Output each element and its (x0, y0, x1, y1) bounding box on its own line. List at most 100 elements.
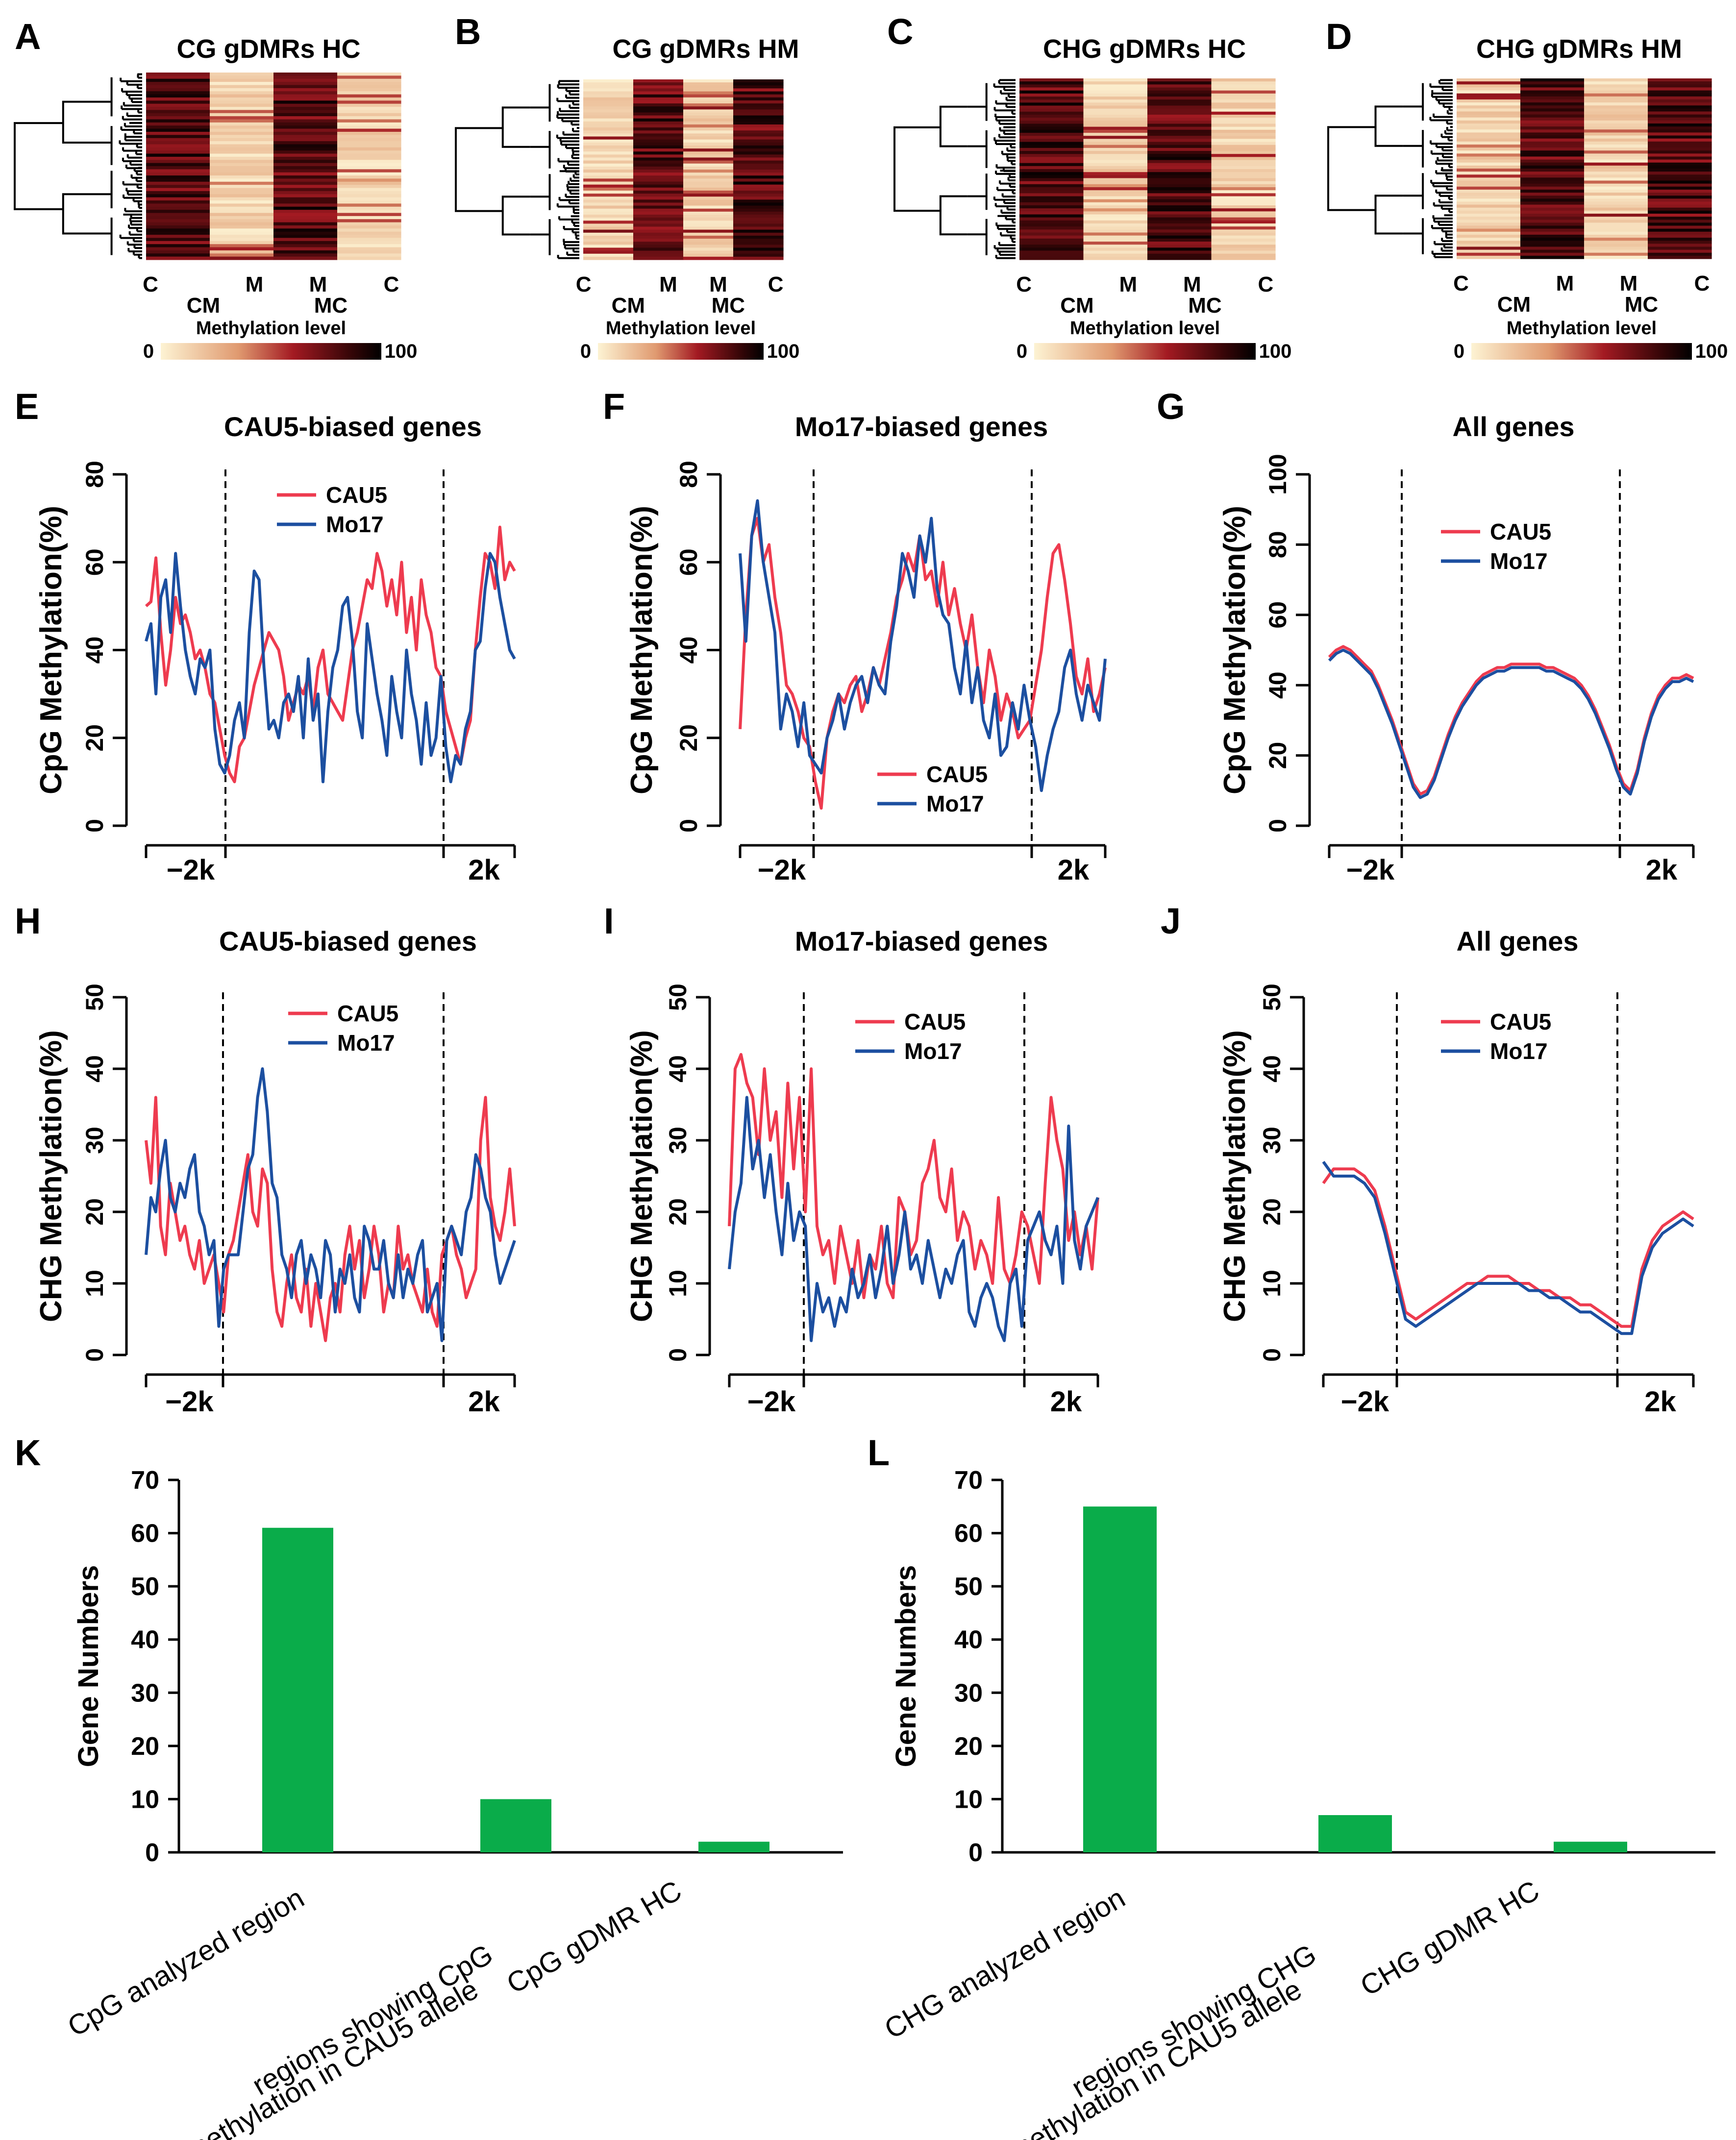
heatmap-cell (1147, 129, 1212, 133)
bar-chart-k: K 0 10 20 30 40 50 60 70 Gene Numbers CpG analyzed… (15, 1432, 843, 2140)
heatmap-cell (1083, 102, 1148, 106)
heatmap-cell (273, 141, 338, 145)
group-label: MC (712, 294, 745, 318)
y-tick-label: 60 (675, 548, 702, 576)
heatmap-cell (1083, 175, 1148, 179)
heatmap-cell (683, 106, 734, 110)
heatmap-cell (1147, 108, 1212, 112)
dendrogram-root (893, 126, 941, 212)
dendrogram (455, 80, 579, 259)
heatmap-cell (1147, 238, 1212, 242)
heatmap-cell (1083, 172, 1148, 175)
heatmap-cell (733, 178, 784, 182)
heatmap-cell (1083, 129, 1148, 133)
heatmap-grid (146, 73, 401, 260)
legend-label: CAU5 (326, 482, 387, 508)
heatmap-cell (1584, 183, 1648, 187)
heatmap-cell (1457, 228, 1521, 232)
heatmap-cell (1019, 226, 1084, 230)
heatmap-cell (633, 121, 684, 125)
series-line-cau5 (145, 525, 516, 784)
heatmap-cell (683, 245, 734, 248)
heatmap-cell (273, 175, 338, 179)
heatmap-cell (1584, 114, 1648, 118)
heatmap-cell (1083, 111, 1148, 115)
heatmap-cell (583, 175, 634, 179)
heatmap-cell (1019, 81, 1084, 85)
heatmap-cell (337, 213, 401, 217)
heatmap-cell (210, 244, 274, 248)
group-label: MC (1625, 293, 1658, 317)
heatmap-cell (1147, 172, 1212, 175)
heatmap-cell (1147, 175, 1212, 179)
heatmap-cell (633, 133, 684, 137)
heatmap-cell (1520, 156, 1585, 160)
heatmap-cell (1457, 111, 1521, 115)
heatmap-cell (273, 100, 338, 104)
heatmap-cell (1211, 136, 1276, 139)
heatmap-cell (337, 235, 401, 239)
heatmap-cell (1147, 142, 1212, 146)
heatmap-cell (733, 100, 784, 104)
heatmap-cell (337, 150, 401, 154)
heatmap-cell (273, 228, 338, 232)
heatmap-cell (1211, 111, 1276, 115)
heatmap-cell (146, 169, 210, 173)
y-tick-label: 10 (664, 1270, 692, 1297)
heatmap-cell (583, 106, 634, 110)
heatmap-cell (146, 210, 210, 214)
heatmap-cell (1520, 126, 1585, 130)
heatmap-cell (337, 88, 401, 92)
heatmap-cell (1520, 141, 1585, 145)
heatmap-cell (633, 215, 684, 218)
heatmap-cell (1648, 183, 1712, 187)
heatmap-cell (583, 235, 634, 239)
heatmap-cell (337, 73, 401, 76)
colorbar-max: 100 (1259, 341, 1292, 362)
heatmap-cell (1648, 169, 1712, 172)
heatmap-cell (1584, 108, 1648, 112)
heatmap-cell (1648, 144, 1712, 148)
heatmap-cell (210, 206, 274, 210)
heatmap-cell (1648, 252, 1712, 256)
heatmap-cell (337, 103, 401, 107)
heatmap-cell (1457, 117, 1521, 121)
heatmap-cell (683, 215, 734, 218)
heatmap-cell (583, 218, 634, 221)
series-line-mo17 (739, 499, 1107, 792)
heatmap-cell (633, 109, 684, 113)
heatmap-cell (1147, 126, 1212, 130)
heatmap-cell (1083, 196, 1148, 200)
heatmap-cell (1211, 208, 1276, 212)
series-line-mo17 (1322, 1161, 1694, 1335)
heatmap-cell (683, 253, 734, 257)
heatmap-cell (1083, 245, 1148, 248)
heatmap-cell (1520, 189, 1585, 193)
heatmap-cell (1648, 105, 1712, 109)
heatmap-cell (1211, 81, 1276, 85)
heatmap-cell (733, 145, 784, 149)
bar (262, 1527, 333, 1852)
dendrogram-node (1403, 218, 1424, 254)
heatmap-cell (210, 256, 274, 260)
heatmap-cell (1648, 172, 1712, 175)
heatmap-cell (1584, 198, 1648, 202)
heatmap-cell (1147, 169, 1212, 172)
heatmap-cell (337, 85, 401, 89)
axes (1296, 473, 1695, 858)
heatmap-cell (1520, 165, 1585, 169)
x-tick-label: −2k (165, 1386, 214, 1418)
heatmap-cell (273, 163, 338, 167)
chart-title: All genes (1457, 926, 1579, 957)
heatmap-cell (337, 194, 401, 198)
heatmap-cell (683, 181, 734, 185)
heatmap-cell (1520, 120, 1585, 124)
heatmap-cell (146, 247, 210, 251)
heatmap-cell (1019, 166, 1084, 170)
heatmap-cell (337, 250, 401, 254)
heatmap-cell (273, 153, 338, 157)
heatmap-cell (210, 119, 274, 123)
heatmap-cell (1211, 148, 1276, 151)
heatmap-cell (1648, 196, 1712, 199)
